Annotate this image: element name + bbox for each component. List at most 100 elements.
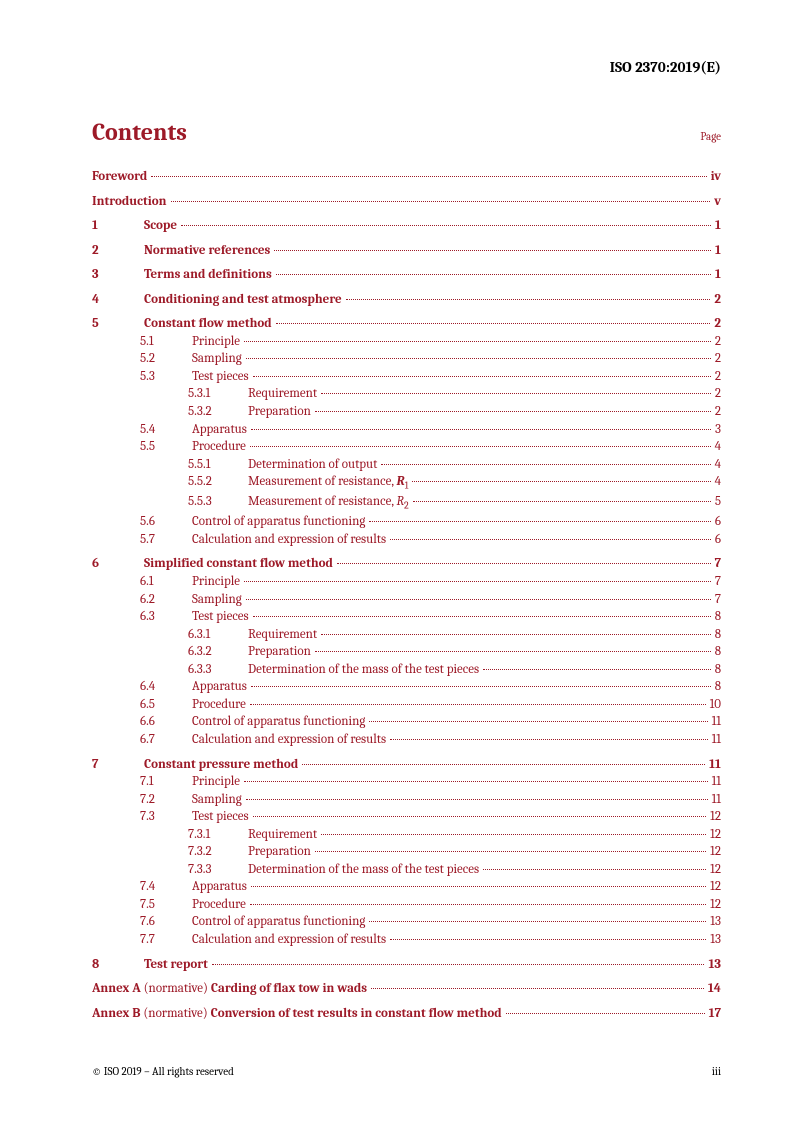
toc-leader (250, 904, 706, 905)
toc-page: iv (711, 168, 721, 186)
toc-entry[interactable]: 6.6Control of apparatus functioning11 (92, 713, 721, 731)
toc-number: 4 (92, 291, 136, 309)
toc-number: 5.5.1 (188, 456, 240, 474)
toc-entry[interactable]: 7.3.1Requirement12 (92, 826, 721, 844)
toc-entry[interactable]: 5.5Procedure4 (92, 438, 721, 456)
toc-number: 5.4 (140, 421, 184, 439)
toc-leader (369, 521, 711, 522)
toc-entry[interactable]: 5Constant flow method2 (92, 315, 721, 333)
toc-entry[interactable]: 5.3.1Requirement2 (92, 385, 721, 403)
toc-entry[interactable]: 5.6Control of apparatus functioning6 (92, 513, 721, 531)
toc-entry[interactable]: 2Normative references1 (92, 242, 721, 260)
toc-leader (321, 834, 706, 835)
toc-entry[interactable]: 5.2Sampling2 (92, 350, 721, 368)
toc-entry[interactable]: Introduction v (92, 193, 721, 211)
toc-page: 2 (715, 403, 721, 421)
toc-leader (346, 299, 711, 300)
toc-leader (276, 274, 711, 275)
toc-entry[interactable]: 7Constant pressure method11 (92, 756, 721, 774)
toc-page: 17 (709, 1005, 721, 1023)
toc-entry[interactable]: 6.4Apparatus8 (92, 678, 721, 696)
toc-label: Test report (144, 956, 208, 974)
toc-label: Scope (144, 217, 177, 235)
copyright-text: © ISO 2019 – All rights reserved (92, 1065, 234, 1078)
toc-entry[interactable]: 5.4Apparatus3 (92, 421, 721, 439)
toc-number: 5.2 (140, 350, 184, 368)
toc-entry[interactable]: 5.7Calculation and expression of results… (92, 531, 721, 549)
toc-page: 2 (715, 368, 721, 386)
toc-leader (246, 599, 711, 600)
toc-entry[interactable]: 6.2Sampling7 (92, 591, 721, 609)
table-of-contents: ForewordivIntroductionv1Scope12Normative… (92, 168, 721, 1022)
contents-heading: Contents (92, 118, 187, 146)
toc-entry[interactable]: 7.2Sampling11 (92, 791, 721, 809)
toc-number: 6.5 (140, 696, 184, 714)
toc-entry[interactable]: 5.1Principle2 (92, 333, 721, 351)
toc-entry[interactable]: 7.3.3Determination of the mass of the te… (92, 861, 721, 879)
toc-page: 1 (715, 242, 721, 260)
toc-entry[interactable]: 7.6Control of apparatus functioning13 (92, 913, 721, 931)
toc-label: Introduction (92, 193, 167, 211)
toc-entry[interactable]: 7.3.2Preparation12 (92, 843, 721, 861)
toc-entry[interactable]: 6Simplified constant flow method7 (92, 555, 721, 573)
toc-leader (412, 481, 710, 482)
toc-number: 1 (92, 217, 136, 235)
toc-leader (321, 393, 711, 394)
toc-leader (390, 739, 707, 740)
toc-number: 5.3.1 (188, 385, 240, 403)
toc-label: Principle (192, 773, 240, 791)
toc-number: 7.4 (140, 878, 184, 896)
toc-page: 12 (710, 861, 721, 879)
toc-entry[interactable]: 6.3.1Requirement8 (92, 626, 721, 644)
toc-entry[interactable]: 4Conditioning and test atmosphere2 (92, 291, 721, 309)
toc-entry[interactable]: 1 Scope 1 (92, 217, 721, 235)
toc-page: 13 (708, 956, 721, 974)
page-number: iii (712, 1065, 721, 1078)
toc-label: Control of apparatus functioning (192, 913, 365, 931)
toc-label: Measurement of resistance, R1 (248, 473, 408, 493)
toc-entry[interactable]: 8Test report13 (92, 956, 721, 974)
toc-entry[interactable]: 7.4Apparatus12 (92, 878, 721, 896)
toc-label: Determination of the mass of the test pi… (248, 661, 479, 679)
toc-entry[interactable]: 5.5.2Measurement of resistance, R14 (92, 473, 721, 493)
toc-entry[interactable]: 7.1Principle11 (92, 773, 721, 791)
toc-entry[interactable]: 7.3Test pieces12 (92, 808, 721, 826)
toc-entry[interactable]: Annex A (normative) Carding of flax tow … (92, 980, 721, 998)
toc-entry[interactable]: Forewordiv (92, 168, 721, 186)
toc-entry[interactable]: 6.3Test pieces8 (92, 608, 721, 626)
toc-entry[interactable]: 6.5Procedure10 (92, 696, 721, 714)
toc-page: 13 (710, 931, 721, 949)
toc-number: 5.5 (140, 438, 184, 456)
toc-entry[interactable]: 6.7Calculation and expression of results… (92, 731, 721, 749)
toc-page: 7 (715, 573, 721, 591)
toc-leader (244, 341, 711, 342)
toc-label: Principle (192, 573, 240, 591)
toc-page: 1 (715, 217, 721, 235)
toc-entry[interactable]: Annex B (normative) Conversion of test r… (92, 1005, 721, 1023)
toc-page: 12 (710, 808, 721, 826)
toc-page: v (714, 193, 721, 211)
toc-leader (315, 651, 711, 652)
toc-entry[interactable]: 5.3Test pieces2 (92, 368, 721, 386)
toc-label: Constant flow method (144, 315, 272, 333)
toc-entry[interactable]: 5.5.1Determination of output4 (92, 456, 721, 474)
toc-entry[interactable]: 7.5Procedure12 (92, 896, 721, 914)
toc-entry[interactable]: 6.3.2Preparation8 (92, 643, 721, 661)
toc-label: Determination of output (248, 456, 377, 474)
toc-label: Control of apparatus functioning (192, 713, 365, 731)
toc-entry[interactable]: 6.3.3Determination of the mass of the te… (92, 661, 721, 679)
toc-number: 6.2 (140, 591, 184, 609)
toc-label: Preparation (248, 843, 311, 861)
toc-leader (246, 358, 711, 359)
toc-entry[interactable]: 7.7Calculation and expression of results… (92, 931, 721, 949)
toc-entry[interactable]: 5.3.2Preparation2 (92, 403, 721, 421)
toc-entry[interactable]: 6.1Principle7 (92, 573, 721, 591)
toc-page: 13 (710, 913, 721, 931)
toc-label: Calculation and expression of results (192, 731, 386, 749)
toc-number: 6.6 (140, 713, 184, 731)
toc-label: Preparation (248, 643, 311, 661)
toc-number: 5.7 (140, 531, 184, 549)
toc-entry[interactable]: 3Terms and definitions1 (92, 266, 721, 284)
toc-page: 8 (715, 643, 721, 661)
toc-entry[interactable]: 5.5.3Measurement of resistance, R25 (92, 493, 721, 513)
